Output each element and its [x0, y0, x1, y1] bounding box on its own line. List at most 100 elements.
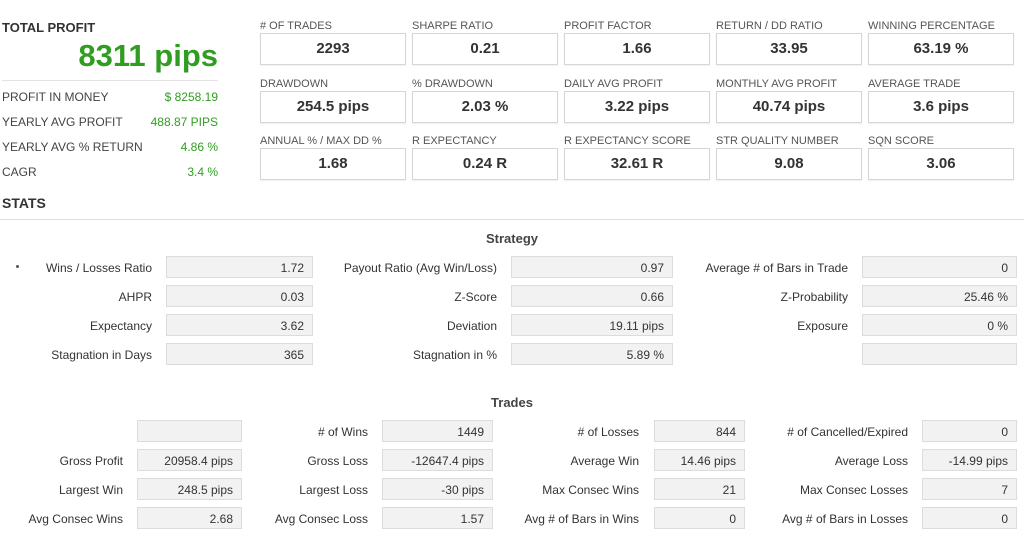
metric-value: 9.08	[716, 148, 862, 180]
metric-card: SHARPE RATIO 0.21	[412, 20, 558, 66]
stat-label: Stagnation in %	[412, 348, 497, 362]
metric-card: SQN SCORE 3.06	[868, 135, 1014, 181]
trade-label: Avg # of Bars in Wins	[524, 512, 640, 526]
row-value: 3.4 %	[187, 165, 218, 179]
stat-label: Z-Score	[454, 290, 497, 304]
metric-label: STR QUALITY NUMBER	[716, 135, 839, 147]
metric-value: 3.6 pips	[868, 91, 1014, 123]
total-profit-title: TOTAL PROFIT	[2, 20, 96, 35]
stat-value: 0.03	[166, 285, 313, 307]
trade-value: 0	[922, 507, 1017, 529]
metric-value: 1.66	[564, 33, 710, 65]
stat-value: 5.89 %	[511, 343, 673, 365]
divider	[0, 219, 1024, 220]
row-label: YEARLY AVG % RETURN	[2, 140, 143, 154]
trade-label: Average Loss	[834, 454, 908, 468]
bullet-dot	[16, 265, 19, 268]
trade-label: Largest Win	[58, 483, 123, 497]
trade-label: # of Cancelled/Expired	[787, 425, 908, 439]
metric-card: STR QUALITY NUMBER 9.08	[716, 135, 862, 181]
metric-value: 1.68	[260, 148, 406, 180]
metric-label: DAILY AVG PROFIT	[564, 78, 664, 90]
metric-value: 2293	[260, 33, 406, 65]
metric-label: R EXPECTANCY SCORE	[564, 135, 691, 147]
metric-value: 3.22 pips	[564, 91, 710, 123]
metric-label: PROFIT FACTOR	[564, 20, 652, 32]
metric-label: SQN SCORE	[868, 135, 935, 147]
metric-value: 33.95	[716, 33, 862, 65]
metric-value: 3.06	[868, 148, 1014, 180]
metric-card: AVERAGE TRADE 3.6 pips	[868, 78, 1014, 124]
metric-card: PROFIT FACTOR 1.66	[564, 20, 710, 66]
trade-value: 0	[654, 507, 745, 529]
metric-value: 254.5 pips	[260, 91, 406, 123]
metric-card: RETURN / DD RATIO 33.95	[716, 20, 862, 66]
stat-value: 19.11 pips	[511, 314, 673, 336]
row-label: PROFIT IN MONEY	[2, 90, 109, 104]
trade-value: 21	[654, 478, 745, 500]
stat-value: 0 %	[862, 314, 1017, 336]
row-label: CAGR	[2, 165, 37, 179]
row-value: 488.87 PIPS	[150, 115, 218, 129]
stat-label: AHPR	[118, 290, 152, 304]
trade-value: 20958.4 pips	[137, 449, 242, 471]
stat-value-empty	[862, 343, 1017, 365]
trade-value: 1449	[382, 420, 493, 442]
metric-card: DRAWDOWN 254.5 pips	[260, 78, 406, 124]
trade-label: # of Losses	[577, 425, 639, 439]
trade-label: # of Wins	[317, 425, 368, 439]
stat-label: Deviation	[446, 319, 497, 333]
row-label: YEARLY AVG PROFIT	[2, 115, 123, 129]
row-value: 4.86 %	[180, 140, 218, 154]
trade-value-empty	[137, 420, 242, 442]
metric-label: DRAWDOWN	[260, 78, 329, 90]
stat-value: 365	[166, 343, 313, 365]
metric-card: R EXPECTANCY 0.24 R	[412, 135, 558, 181]
metric-card: ANNUAL % / MAX DD % 1.68	[260, 135, 406, 181]
metric-label: ANNUAL % / MAX DD %	[260, 135, 382, 147]
stat-value: 3.62	[166, 314, 313, 336]
metric-label: WINNING PERCENTAGE	[868, 20, 995, 32]
trade-label: Largest Loss	[299, 483, 368, 497]
trade-value: 1.57	[382, 507, 493, 529]
trades-title: Trades	[491, 395, 533, 410]
metric-card: WINNING PERCENTAGE 63.19 %	[868, 20, 1014, 66]
metric-label: MONTHLY AVG PROFIT	[716, 78, 838, 90]
trade-label: Gross Loss	[307, 454, 368, 468]
divider	[2, 80, 218, 81]
metric-value: 0.21	[412, 33, 558, 65]
trade-value: 248.5 pips	[137, 478, 242, 500]
trade-value: -30 pips	[382, 478, 493, 500]
stats-title: STATS	[2, 195, 46, 211]
metric-card: % DRAWDOWN 2.03 %	[412, 78, 558, 124]
stat-label: Stagnation in Days	[51, 348, 152, 362]
cagr-row: CAGR 3.4 %	[2, 165, 218, 183]
metric-value: 40.74 pips	[716, 91, 862, 123]
stat-label: Exposure	[797, 319, 848, 333]
stat-label: Payout Ratio (Avg Win/Loss)	[343, 261, 497, 275]
metric-label: RETURN / DD RATIO	[716, 20, 823, 32]
trade-label: Average Win	[570, 454, 639, 468]
metric-label: AVERAGE TRADE	[868, 78, 961, 90]
metric-label: # OF TRADES	[260, 20, 332, 32]
stat-value: 0.97	[511, 256, 673, 278]
metric-value: 0.24 R	[412, 148, 558, 180]
metric-card: R EXPECTANCY SCORE 32.61 R	[564, 135, 710, 181]
profit-in-money-row: PROFIT IN MONEY $ 8258.19	[2, 90, 218, 108]
trade-value: 844	[654, 420, 745, 442]
trade-label: Max Consec Wins	[542, 483, 639, 497]
stat-label: Average # of Bars in Trade	[705, 261, 848, 275]
metric-label: R EXPECTANCY	[412, 135, 497, 147]
metric-label: % DRAWDOWN	[412, 78, 493, 90]
stat-value: 0.66	[511, 285, 673, 307]
trade-label: Gross Profit	[59, 454, 123, 468]
trade-label: Max Consec Losses	[799, 483, 908, 497]
trade-label: Avg # of Bars in Losses	[782, 512, 908, 526]
metric-label: SHARPE RATIO	[412, 20, 494, 32]
metric-card: DAILY AVG PROFIT 3.22 pips	[564, 78, 710, 124]
trade-value: 14.46 pips	[654, 449, 745, 471]
metric-card: # OF TRADES 2293	[260, 20, 406, 66]
stat-value: 0	[862, 256, 1017, 278]
metric-value: 63.19 %	[868, 33, 1014, 65]
metric-value: 32.61 R	[564, 148, 710, 180]
